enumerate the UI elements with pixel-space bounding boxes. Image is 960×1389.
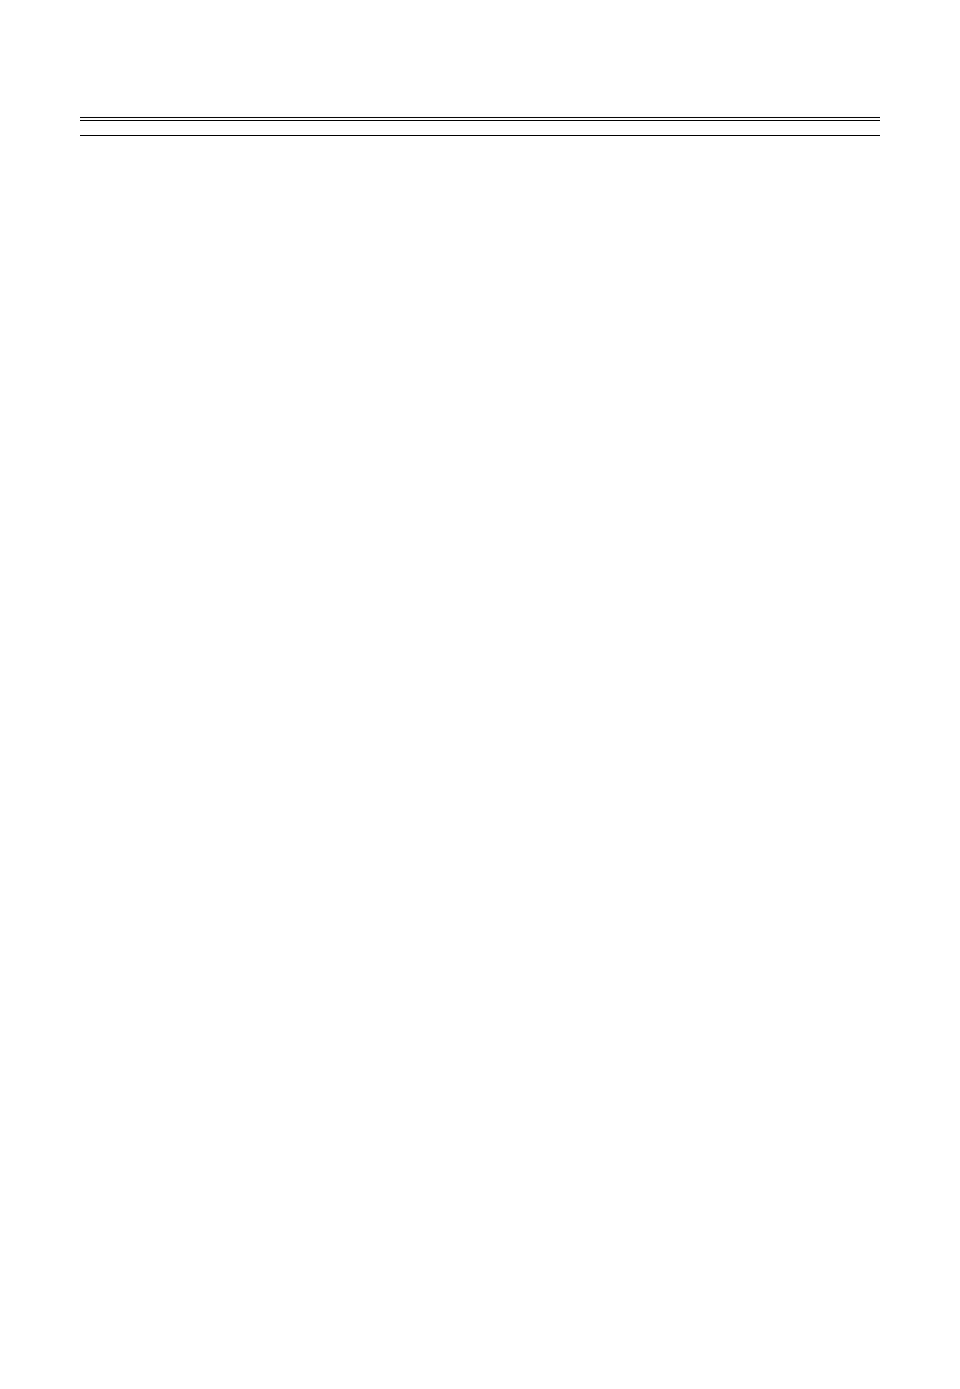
row-label [80, 133, 194, 136]
table-body [80, 121, 880, 136]
comparison-table [80, 117, 880, 136]
cell [766, 133, 880, 136]
cell [194, 133, 308, 136]
cell [651, 133, 765, 136]
table-caption [80, 90, 880, 111]
table-row [80, 133, 880, 136]
cell [537, 133, 651, 136]
cell [423, 133, 537, 136]
cell [309, 133, 423, 136]
